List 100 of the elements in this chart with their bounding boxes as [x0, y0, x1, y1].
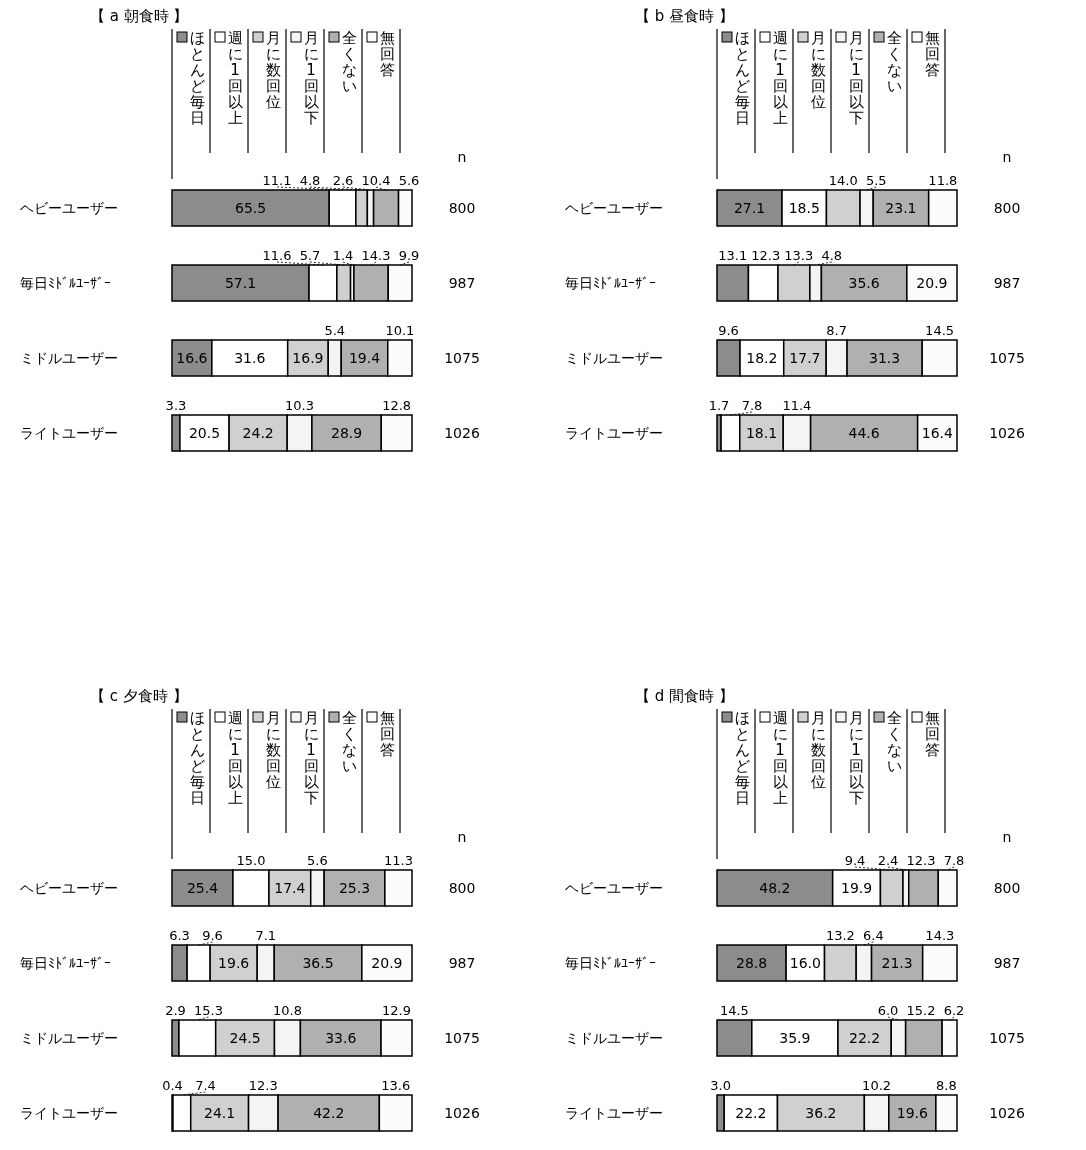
data-label: 13.1 — [718, 248, 748, 263]
y-tick-label: 毎日ﾐﾄﾞﾙﾕｰｻﾞｰ — [20, 955, 111, 971]
data-label: 22.2 — [849, 1030, 881, 1046]
data-label: 13.3 — [784, 248, 814, 263]
data-label: 19.6 — [218, 955, 250, 971]
legend-label: 月に数回位 — [265, 29, 281, 111]
legend-label: 月に1回以下 — [848, 29, 864, 127]
data-label: 44.6 — [848, 425, 880, 441]
data-label: 20.9 — [371, 955, 403, 971]
data-label: 27.1 — [733, 200, 766, 216]
data-label: 19.6 — [896, 1105, 929, 1121]
data-label: 25.4 — [186, 880, 219, 896]
data-label: 7.8 — [741, 398, 763, 413]
data-label: 18.5 — [788, 200, 820, 216]
data-label: 5.4 — [324, 323, 346, 338]
data-label: 16.9 — [292, 350, 324, 366]
data-label: 65.5 — [235, 200, 267, 216]
data-label: 20.5 — [188, 425, 221, 441]
text: n — [457, 829, 467, 845]
text: 987 — [993, 275, 1021, 291]
data-label: 10.8 — [272, 1003, 302, 1018]
data-label: 11.4 — [782, 398, 812, 413]
data-label: 14.5 — [719, 1003, 749, 1018]
data-label: 3.3 — [165, 398, 187, 413]
data-label: 36.2 — [805, 1105, 837, 1121]
legend-label: 月に1回以下 — [303, 29, 319, 127]
text: 987 — [448, 955, 476, 971]
y-tick-label: ライトユーザー — [565, 425, 663, 441]
text: 800 — [993, 880, 1021, 896]
data-label: 15.2 — [906, 1003, 936, 1018]
data-label: 2.6 — [332, 173, 354, 188]
data-label: 0.4 — [162, 1078, 183, 1093]
y-tick-label: ヘビーユーザー — [565, 880, 663, 896]
data-label: 16.4 — [921, 425, 953, 441]
data-label: 15.3 — [194, 1003, 223, 1018]
data-label: 28.9 — [331, 425, 363, 441]
text: 987 — [993, 955, 1021, 971]
data-label: 10.1 — [385, 323, 415, 338]
text: 987 — [448, 275, 476, 291]
data-label: 20.9 — [916, 275, 948, 291]
legend-label: 全くない — [341, 29, 357, 95]
data-label: 31.6 — [234, 350, 266, 366]
data-label: 24.1 — [204, 1105, 236, 1121]
legend-label: 月に数回位 — [810, 709, 826, 791]
legend-label: 週に1回以上 — [227, 29, 243, 127]
data-label: 19.9 — [840, 880, 873, 896]
y-tick-label: ミドルユーザー — [565, 1030, 663, 1046]
data-label: 36.5 — [302, 955, 334, 971]
data-label: 10.3 — [285, 398, 315, 413]
data-label: 12.9 — [382, 1003, 411, 1018]
data-label: 13.2 — [825, 928, 855, 943]
data-label: 31.3 — [869, 350, 901, 366]
data-label: 7.1 — [255, 928, 277, 943]
data-label: 24.2 — [242, 425, 274, 441]
data-label: 21.3 — [881, 955, 913, 971]
chart-title: 【 d 間食時 】 — [635, 687, 734, 705]
data-label: 14.3 — [361, 248, 391, 263]
data-label: 2.9 — [165, 1003, 186, 1018]
legend-label: 月に数回位 — [810, 29, 826, 111]
data-label: 24.5 — [229, 1030, 261, 1046]
data-label: 22.2 — [735, 1105, 767, 1121]
legend-label: 週に1回以上 — [772, 29, 788, 127]
legend-label: 無回答 — [379, 29, 395, 79]
data-label: 5.7 — [299, 248, 321, 263]
data-label: 33.6 — [325, 1030, 357, 1046]
data-label: 4.8 — [821, 248, 843, 263]
y-tick-label: ライトユーザー — [20, 1105, 118, 1121]
text: 1026 — [444, 1105, 480, 1121]
data-label: 5.5 — [865, 173, 887, 188]
legend-label: 月に1回以下 — [303, 709, 319, 807]
data-label: 35.9 — [779, 1030, 811, 1046]
data-label: 48.2 — [759, 880, 791, 896]
data-label: 10.4 — [361, 173, 391, 188]
data-label: 9.6 — [718, 323, 739, 338]
data-label: 10.2 — [862, 1078, 892, 1093]
legend-label: 月に数回位 — [265, 709, 281, 791]
text: n — [457, 149, 467, 165]
data-label: 12.8 — [382, 398, 412, 413]
data-label: 42.2 — [313, 1105, 345, 1121]
data-label: 19.4 — [348, 350, 381, 366]
text: 1026 — [444, 425, 480, 441]
data-label: 5.6 — [307, 853, 328, 868]
y-tick-label: ミドルユーザー — [565, 350, 663, 366]
legend-label: 無回答 — [379, 709, 395, 759]
legend-label: 全くない — [886, 29, 902, 95]
text: n — [1002, 829, 1012, 845]
data-label: 12.3 — [248, 1078, 278, 1093]
data-label: 1.7 — [708, 398, 730, 413]
data-label: 9.6 — [202, 928, 223, 943]
text: 800 — [448, 880, 476, 896]
legend-label: ほとんど毎日 — [189, 29, 205, 127]
y-tick-label: 毎日ﾐﾄﾞﾙﾕｰｻﾞｰ — [565, 955, 656, 971]
text: 1026 — [989, 1105, 1025, 1121]
text: 1075 — [444, 1030, 480, 1046]
text: 1075 — [989, 350, 1025, 366]
data-label: 14.0 — [828, 173, 858, 188]
text: 800 — [993, 200, 1021, 216]
data-label: 6.2 — [943, 1003, 965, 1018]
data-label: 4.8 — [299, 173, 321, 188]
legend-label: ほとんど毎日 — [734, 29, 750, 127]
